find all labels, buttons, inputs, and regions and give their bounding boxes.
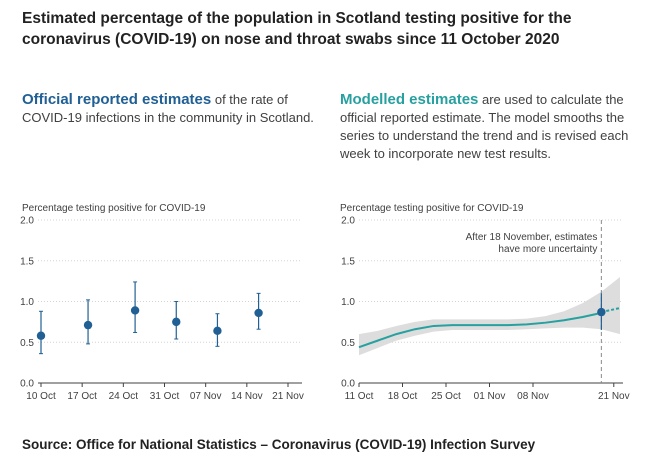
latest-estimate-point bbox=[597, 307, 606, 317]
right-x-tick-label: 11 Oct bbox=[345, 391, 374, 402]
right-panel-description: Modelled estimates are used to calculate… bbox=[340, 91, 650, 163]
uncertainty-annotation: After 18 November, estimates bbox=[466, 232, 598, 243]
official-estimate-point bbox=[83, 320, 93, 330]
left-x-tick-label: 17 Oct bbox=[67, 391, 97, 402]
left-x-tick-label: 21 Nov bbox=[272, 391, 304, 402]
right-y-tick-label: 1.5 bbox=[341, 256, 355, 267]
left-panel-description: Official reported estimates of the rate … bbox=[22, 91, 322, 127]
modelled-estimates-text: are used to calculate the official repor… bbox=[340, 92, 629, 161]
modelled-estimates-heading: Modelled estimates bbox=[340, 91, 479, 108]
right-x-tick-label: 21 Nov bbox=[598, 391, 630, 402]
official-estimate-point bbox=[213, 326, 222, 336]
right-chart-y-axis-title: Percentage testing positive for COVID-19 bbox=[340, 203, 524, 214]
left-x-tick-label: 14 Nov bbox=[231, 391, 263, 402]
official-estimates-chart: 0.0 0.5 1.0 1.5 2.0 10 Oct 17 Oct 24 Oct 31 Oct 0… bbox=[20, 216, 304, 403]
right-x-tick-label: 18 Oct bbox=[388, 391, 418, 402]
modelled-uncertainty-band bbox=[359, 277, 620, 356]
official-estimate-point bbox=[254, 308, 263, 318]
right-y-tick-label: 2.0 bbox=[341, 216, 355, 227]
right-y-tick-label: 0.5 bbox=[341, 338, 355, 349]
left-y-tick-label: 1.0 bbox=[20, 297, 34, 308]
left-x-tick-label: 10 Oct bbox=[26, 391, 56, 402]
left-x-tick-label: 24 Oct bbox=[109, 391, 139, 402]
official-estimates-text: of the rate of COVID-19 infections in th… bbox=[22, 92, 314, 125]
modelled-estimate-line bbox=[358, 311, 602, 349]
official-estimate-point bbox=[130, 306, 140, 315]
modelled-estimates-chart: 0.0 0.5 1.0 1.5 2.0 11 Oct 18 Oct 25 Oct 01 Nov 0… bbox=[341, 216, 630, 403]
uncertainty-annotation: have more uncertainty bbox=[498, 244, 597, 255]
official-estimates-heading: Official reported estimates bbox=[22, 91, 212, 108]
modelled-estimate-line-uncertain bbox=[601, 307, 621, 314]
source-note: Source: Office for National Statistics –… bbox=[22, 437, 536, 452]
left-y-tick-label: 2.0 bbox=[20, 216, 34, 227]
left-chart-y-axis-title: Percentage testing positive for COVID-19 bbox=[22, 203, 206, 214]
right-x-tick-label: 25 Oct bbox=[431, 391, 461, 402]
right-x-tick-label: 01 Nov bbox=[474, 391, 506, 402]
official-estimate-point bbox=[172, 317, 181, 327]
page-title: Estimated percentage of the population i… bbox=[22, 10, 572, 48]
left-x-tick-label: 31 Oct bbox=[150, 391, 180, 402]
right-y-tick-label: 1.0 bbox=[341, 297, 355, 308]
left-x-tick-label: 07 Nov bbox=[190, 391, 222, 402]
left-y-tick-label: 1.5 bbox=[20, 256, 34, 267]
official-estimate-point bbox=[36, 331, 46, 340]
left-y-tick-label: 0.0 bbox=[20, 379, 34, 390]
left-y-tick-label: 0.5 bbox=[20, 338, 34, 349]
right-x-tick-label: 08 Nov bbox=[517, 391, 549, 402]
right-y-tick-label: 0.0 bbox=[341, 379, 355, 390]
